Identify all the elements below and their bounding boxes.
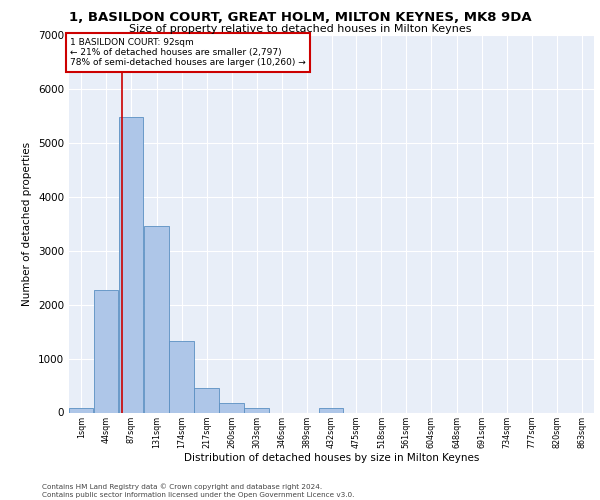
Bar [69,408,94,412]
Bar [194,388,218,412]
Bar [244,408,269,412]
Bar [169,341,194,412]
Bar [319,408,343,412]
Text: 1, BASILDON COURT, GREAT HOLM, MILTON KEYNES, MK8 9DA: 1, BASILDON COURT, GREAT HOLM, MILTON KE… [68,11,532,24]
Bar [94,290,118,412]
Text: Contains HM Land Registry data © Crown copyright and database right 2024.
Contai: Contains HM Land Registry data © Crown c… [42,484,355,498]
Bar [219,403,244,412]
Text: Size of property relative to detached houses in Milton Keynes: Size of property relative to detached ho… [129,24,471,34]
Bar [119,117,143,412]
Y-axis label: Number of detached properties: Number of detached properties [22,142,32,306]
Bar [145,226,169,412]
X-axis label: Distribution of detached houses by size in Milton Keynes: Distribution of detached houses by size … [184,454,479,464]
Text: 1 BASILDON COURT: 92sqm
← 21% of detached houses are smaller (2,797)
78% of semi: 1 BASILDON COURT: 92sqm ← 21% of detache… [70,38,306,68]
